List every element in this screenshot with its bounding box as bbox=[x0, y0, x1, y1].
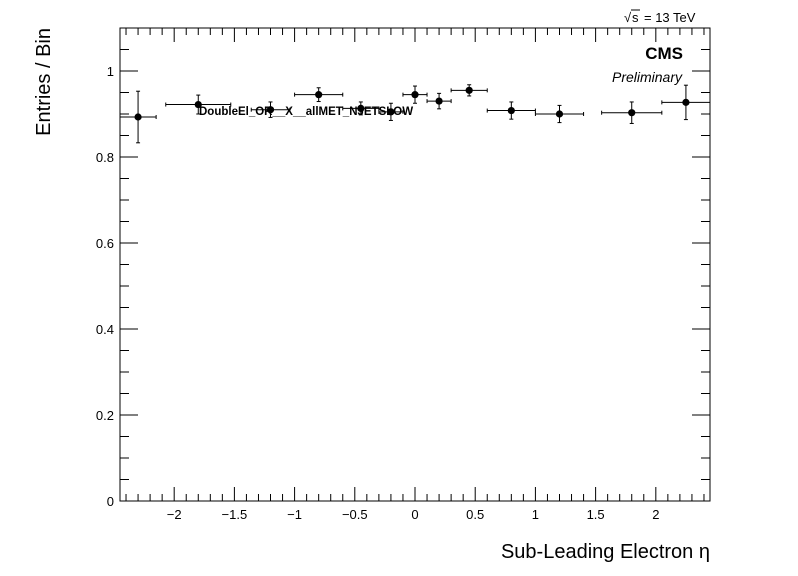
data-point bbox=[294, 87, 344, 103]
x-tick-label: 1.5 bbox=[587, 507, 605, 522]
data-marker bbox=[194, 100, 202, 109]
data-point bbox=[534, 104, 585, 124]
sqrt-symbol: √ bbox=[624, 10, 632, 25]
x-axis-label: Sub-Leading Electron η bbox=[501, 541, 710, 563]
data-marker bbox=[315, 91, 323, 99]
data-point bbox=[165, 94, 232, 115]
data-point bbox=[402, 85, 428, 104]
energy-value: = 13 TeV bbox=[644, 10, 696, 25]
data-marker bbox=[357, 104, 365, 113]
data-point bbox=[426, 92, 452, 110]
data-marker bbox=[435, 97, 443, 105]
y-tick-label: 0.2 bbox=[96, 408, 114, 423]
data-point bbox=[250, 101, 291, 118]
data-marker bbox=[411, 91, 419, 99]
data-marker bbox=[682, 98, 690, 106]
data-point bbox=[601, 101, 663, 124]
x-tick-label: 0.5 bbox=[466, 507, 484, 522]
data-marker bbox=[628, 109, 636, 117]
chart-title: DoubleEl_OR__X__allMET_NJETSLOW bbox=[199, 106, 413, 118]
energy-label: √ s = 13 TeV bbox=[624, 9, 696, 25]
data-point bbox=[450, 84, 488, 97]
y-tick-label: 0.6 bbox=[96, 236, 114, 251]
data-marker bbox=[465, 86, 473, 94]
data-point bbox=[342, 101, 380, 116]
y-tick-label: 1 bbox=[107, 64, 114, 79]
data-marker bbox=[134, 113, 142, 121]
data-point bbox=[119, 90, 157, 144]
data-point bbox=[661, 84, 711, 121]
axis-ticks-group: −2 −1.5 −1 −0.5 0 0.5 1 1.5 2 0 0.2 0.4 0.6 0.8 1 bbox=[96, 27, 710, 522]
x-tick-label: −2 bbox=[167, 507, 182, 522]
x-tick-label: 0 bbox=[411, 507, 418, 522]
experiment-label: CMS bbox=[645, 44, 683, 63]
data-points-group bbox=[119, 84, 711, 144]
data-point bbox=[378, 102, 404, 121]
data-marker bbox=[387, 108, 395, 116]
x-tick-label: 1 bbox=[532, 507, 539, 522]
status-label: Preliminary bbox=[612, 69, 683, 85]
sqrt-argument: s bbox=[632, 10, 639, 25]
y-tick-label: 0 bbox=[107, 494, 114, 509]
x-tick-label: −1.5 bbox=[222, 507, 248, 522]
data-marker bbox=[266, 106, 275, 114]
data-marker bbox=[555, 110, 564, 118]
x-tick-label: −0.5 bbox=[342, 507, 368, 522]
data-marker bbox=[507, 106, 515, 115]
x-tick-label: 2 bbox=[652, 507, 659, 522]
y-axis-label: Entries / Bin bbox=[33, 28, 55, 136]
data-point bbox=[486, 101, 536, 120]
x-tick-label: −1 bbox=[287, 507, 302, 522]
y-tick-label: 0.8 bbox=[96, 150, 114, 165]
y-tick-label: 0.4 bbox=[96, 322, 114, 337]
